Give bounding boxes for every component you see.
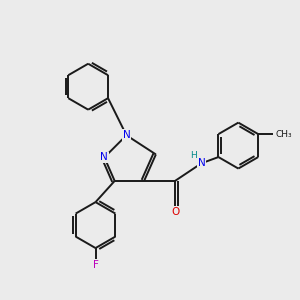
Text: H: H bbox=[190, 151, 197, 160]
Text: N: N bbox=[123, 130, 130, 140]
Text: F: F bbox=[93, 260, 98, 269]
Text: O: O bbox=[171, 207, 179, 217]
Text: CH₃: CH₃ bbox=[275, 130, 292, 139]
Text: N: N bbox=[198, 158, 206, 168]
Text: N: N bbox=[100, 152, 108, 162]
